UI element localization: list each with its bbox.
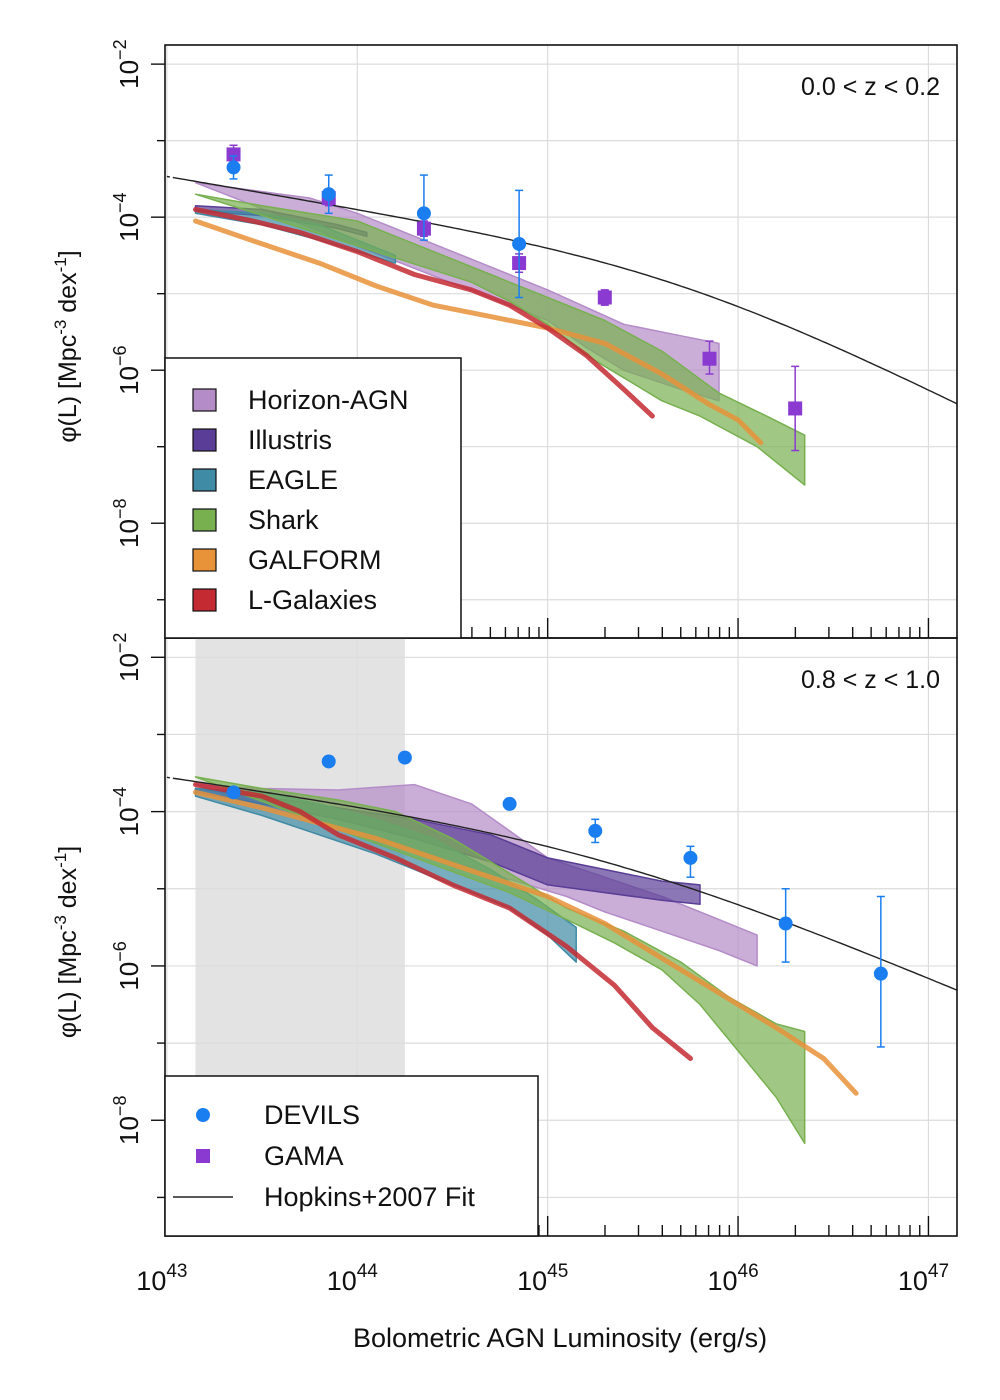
legend-label: GAMA — [264, 1141, 344, 1171]
legend-swatch-galform — [192, 548, 217, 572]
x-tick-label: 1043 — [136, 1261, 187, 1296]
legend-marker-devils — [196, 1108, 210, 1122]
legend-label: GALFORM — [248, 545, 382, 575]
devils-point — [226, 160, 241, 175]
devils-point — [502, 796, 517, 811]
legend-label: Horizon-AGN — [248, 385, 409, 415]
y-tick-label: 10−2 — [110, 39, 144, 88]
y-tick-label: 10−4 — [110, 787, 144, 836]
legend-swatch-shark — [192, 508, 217, 532]
legend-observations: DEVILS GAMA Hopkins+2007 Fit — [164, 1075, 539, 1237]
svg-text:10−4: 10−4 — [110, 787, 144, 836]
y-tick-label: 10−6 — [110, 941, 144, 990]
hopkins-fit-extrapolated — [166, 776, 175, 780]
legend-label: Shark — [248, 505, 319, 535]
devils-point — [397, 750, 412, 765]
hopkins-fit-line — [174, 777, 957, 991]
legend-label: DEVILS — [264, 1100, 360, 1130]
svg-text:10−6: 10−6 — [110, 345, 144, 394]
svg-text:10−8: 10−8 — [110, 1096, 144, 1145]
gama-point — [597, 290, 612, 305]
hopkins-fit-extrapolated — [166, 175, 175, 179]
devils-point — [588, 823, 603, 838]
x-tick-label: 1044 — [327, 1261, 379, 1296]
devils-point — [321, 754, 336, 769]
x-tick-label: 1047 — [898, 1261, 949, 1296]
svg-text:10−4: 10−4 — [110, 192, 144, 241]
y-axis-label: φ(L) [Mpc-3 dex-1] — [51, 250, 82, 442]
line-l-galaxies — [193, 207, 655, 419]
svg-text:10−2: 10−2 — [110, 633, 144, 682]
legend-marker-gama — [196, 1149, 210, 1163]
svg-text:10−6: 10−6 — [110, 941, 144, 990]
devils-point — [321, 187, 336, 202]
x-tick-label: 1045 — [517, 1261, 568, 1296]
y-tick-label: 10−2 — [110, 633, 144, 682]
legend-label: Hopkins+2007 Fit — [264, 1182, 475, 1212]
line-l-galaxies — [193, 782, 693, 1061]
y-tick-label: 10−8 — [110, 498, 144, 547]
svg-text:10−2: 10−2 — [110, 39, 144, 88]
gama-point — [226, 147, 241, 162]
legend-simulations: Horizon-AGN Illustris EAGLE Shark GALFORM L-G… — [164, 357, 462, 639]
legend-swatch-eagle — [192, 468, 217, 492]
plot-area — [166, 750, 957, 1145]
svg-text:φ(L) [Mpc-3 dex-1]: φ(L) [Mpc-3 dex-1] — [51, 846, 82, 1038]
devils-point — [683, 850, 698, 865]
panel-frame — [164, 637, 958, 1237]
y-tick-label: 10−6 — [110, 345, 144, 394]
legend-swatch-l-galaxies — [192, 588, 217, 612]
hopkins-fit-line — [174, 177, 957, 405]
svg-text:φ(L) [Mpc-3 dex-1]: φ(L) [Mpc-3 dex-1] — [51, 250, 82, 442]
legend-label: EAGLE — [248, 465, 338, 495]
y-tick-label: 10−8 — [110, 1096, 144, 1145]
legend-box — [164, 1075, 539, 1237]
redshift-label: 0.8 < z < 1.0 — [801, 666, 940, 694]
legend-label: L-Galaxies — [248, 585, 377, 615]
y-tick-label: 10−4 — [110, 192, 144, 241]
devils-point — [512, 236, 527, 251]
legend-label: Illustris — [248, 425, 332, 455]
devils-point — [778, 916, 793, 931]
devils-point — [226, 785, 241, 800]
line-galform — [193, 218, 764, 446]
y-axis-label: φ(L) [Mpc-3 dex-1] — [51, 846, 82, 1038]
gama-point — [702, 351, 717, 366]
x-tick-label: 1046 — [707, 1261, 758, 1296]
svg-text:10−8: 10−8 — [110, 498, 144, 547]
redshift-label: 0.0 < z < 0.2 — [801, 73, 940, 101]
devils-point — [873, 966, 888, 981]
devils-point — [416, 206, 431, 221]
legend-swatch-illustris — [192, 428, 217, 452]
gama-point — [788, 401, 803, 416]
band-shark — [194, 776, 806, 1145]
plot-area — [166, 144, 957, 486]
legend-swatch-horizon-agn — [192, 388, 217, 412]
x-axis-label: Bolometric AGN Luminosity (erg/s) — [353, 1323, 767, 1353]
